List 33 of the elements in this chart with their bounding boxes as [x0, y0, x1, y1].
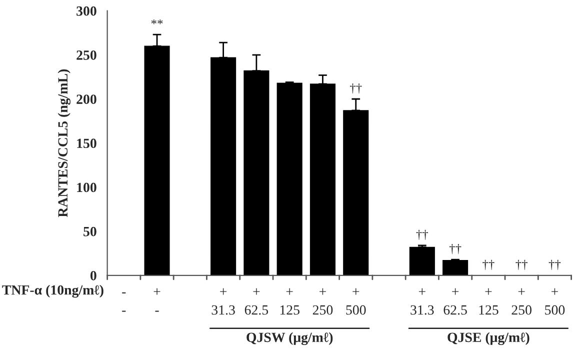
x-tick-label: + 31.3	[212, 288, 235, 315]
y-tick-label: 300	[76, 6, 96, 16]
annotation: ††	[482, 260, 494, 270]
x-tick-label: + -	[154, 288, 160, 312]
annotation: ††	[416, 230, 428, 240]
y-tick-label: 0	[90, 270, 96, 280]
bar	[409, 246, 435, 276]
text: TNF-α (10ng/mℓ)	[2, 284, 104, 298]
bar	[276, 82, 302, 276]
y-axis-title: RANTES/CCL5 (ng/mL)	[58, 69, 70, 218]
x-tick-label: + 125	[479, 288, 498, 315]
bar	[442, 260, 468, 276]
y-tick-label: 50	[84, 226, 96, 236]
annotation: ††	[548, 260, 561, 270]
annotation: ††	[350, 83, 362, 94]
category-label: - -	[122, 292, 126, 312]
x-tick-label: + 62.5	[244, 288, 268, 315]
annotation: ††	[449, 244, 462, 254]
text: QJSW (μg/mℓ)	[246, 332, 333, 345]
annotation: ††	[516, 260, 528, 270]
y-tick-label: 100	[77, 182, 96, 192]
x-tick-label: + 250	[512, 288, 532, 315]
x-tick-label: + 31.3	[410, 288, 434, 315]
x-tick-label: + 62.5	[444, 288, 467, 315]
x-tick-label: + 250	[312, 288, 333, 315]
x-tick-label: + 500	[545, 288, 565, 315]
annotation: **	[151, 20, 163, 24]
y-tick-label: 250	[76, 50, 96, 60]
y-tick-label: 200	[76, 94, 96, 104]
x-tick-label: + 125	[280, 288, 300, 315]
text: QJSE (μg/mℓ)	[448, 332, 530, 345]
x-tick-label: + 500	[346, 288, 366, 315]
y-tick-label: 150	[77, 138, 96, 148]
